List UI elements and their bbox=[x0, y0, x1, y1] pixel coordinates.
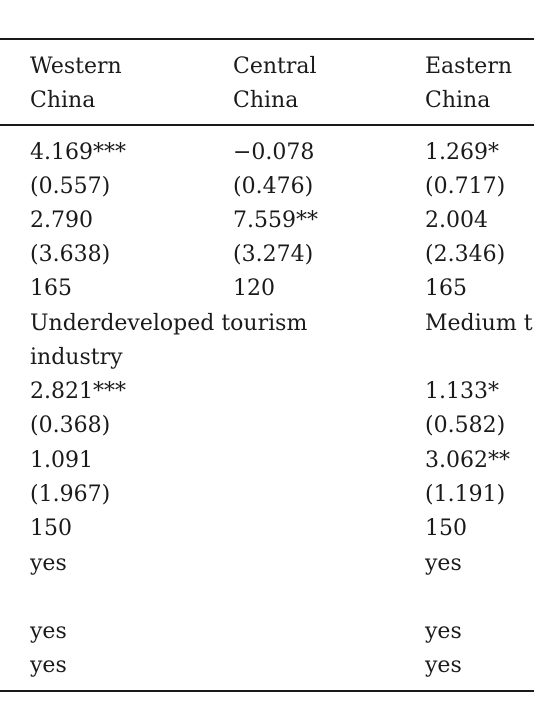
table-cell: yes bbox=[425, 619, 462, 644]
table-bottom-rule bbox=[0, 690, 534, 692]
table-cell: 4.169*** bbox=[30, 140, 126, 165]
header-eastern-line2: China bbox=[425, 88, 491, 113]
header-eastern-line1: Eastern bbox=[425, 54, 513, 79]
panel-b-heading-right: Medium t bbox=[425, 311, 533, 336]
table-cell: yes bbox=[425, 653, 462, 678]
table-cell: 2.821*** bbox=[30, 379, 126, 404]
table-cell: (0.368) bbox=[30, 413, 111, 438]
header-central-line2: China bbox=[233, 88, 299, 113]
table-cell: (0.582) bbox=[425, 413, 506, 438]
table-cell: (0.557) bbox=[30, 174, 111, 199]
table-cell: 7.559** bbox=[233, 208, 318, 233]
table-cell: (3.638) bbox=[30, 242, 111, 267]
table-header-rule bbox=[0, 124, 534, 126]
table-cell: 2.004 bbox=[425, 208, 488, 233]
panel-b-heading-line2: industry bbox=[30, 345, 123, 370]
table-cell: 1.269* bbox=[425, 140, 499, 165]
table-cell: yes bbox=[425, 551, 462, 576]
table-cell: 1.133* bbox=[425, 379, 499, 404]
table-cell: 1.091 bbox=[30, 448, 93, 473]
header-western-line1: Western bbox=[30, 54, 122, 79]
header-central-line1: Central bbox=[233, 54, 317, 79]
panel-b-heading-line1: Underdeveloped tourism bbox=[30, 311, 308, 336]
table-cell: 2.790 bbox=[30, 208, 93, 233]
table-cell: 165 bbox=[425, 276, 467, 301]
table-top-rule bbox=[0, 38, 534, 40]
table-cell: yes bbox=[30, 653, 67, 678]
table-cell: (0.476) bbox=[233, 174, 314, 199]
table-cell: (3.274) bbox=[233, 242, 314, 267]
table-cell: 150 bbox=[425, 516, 467, 541]
table-cell: −0.078 bbox=[233, 140, 315, 165]
table-cell: (2.346) bbox=[425, 242, 506, 267]
table-cell: 165 bbox=[30, 276, 72, 301]
table-cell: 3.062** bbox=[425, 448, 510, 473]
table-cell: (1.191) bbox=[425, 482, 506, 507]
header-western-line2: China bbox=[30, 88, 96, 113]
table-cell: yes bbox=[30, 619, 67, 644]
table-cell: (0.717) bbox=[425, 174, 506, 199]
table-cell: 150 bbox=[30, 516, 72, 541]
table-cell: 120 bbox=[233, 276, 275, 301]
table-cell: yes bbox=[30, 551, 67, 576]
table-cell: (1.967) bbox=[30, 482, 111, 507]
